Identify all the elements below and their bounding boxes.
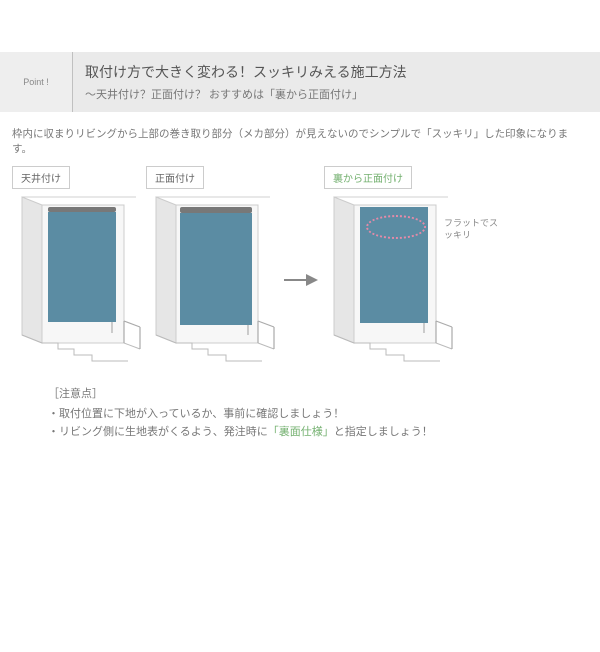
panel-behind-front-mount: 裏から正面付け — [324, 166, 484, 363]
notes-line-2-suffix: と指定しましょう！ — [334, 426, 433, 438]
panels-row: 天井付け — [0, 166, 600, 363]
notes-line-2: ・リビング側に生地表がくるよう、発注時に「裏面仕様」と指定しましょう！ — [48, 423, 584, 439]
panel-label: 正面付け — [146, 166, 204, 189]
panel-label: 天井付け — [12, 166, 70, 189]
title-sub: 〜天井付け？正面付け？ おすすめは「裏から正面付け」 — [85, 86, 588, 102]
panel-front-mount: 正面付け — [146, 166, 276, 363]
header: Point ! 取付け方で大きく変わる！スッキリみえる施工方法 〜天井付け？正面… — [0, 52, 600, 112]
notes-heading: ［注意点］ — [48, 385, 584, 401]
title-main: 取付け方で大きく変わる！スッキリみえる施工方法 — [85, 62, 588, 82]
callout-text: フラットでスッキリ — [444, 218, 504, 241]
description-text: 枠内に収まりリビングから上部の巻き取り部分（メカ部分）が見えないのでシンプルで「… — [0, 112, 600, 166]
callout-circle — [366, 215, 426, 239]
diagram-front — [146, 193, 276, 363]
notes-line-1: ・取付位置に下地が入っているか、事前に確認しましょう！ — [48, 405, 584, 421]
notes-line-2-prefix: ・リビング側に生地表がくるよう、発注時に — [48, 426, 268, 438]
panel-label: 裏から正面付け — [324, 166, 412, 189]
header-right: 取付け方で大きく変わる！スッキリみえる施工方法 〜天井付け？正面付け？ おすすめ… — [72, 52, 600, 112]
notes-line-2-green: 「裏面仕様」 — [268, 426, 334, 438]
point-label: Point ! — [0, 52, 72, 112]
notes-block: ［注意点］ ・取付位置に下地が入っているか、事前に確認しましょう！ ・リビング側… — [0, 363, 600, 439]
arrow-icon — [282, 270, 318, 290]
arrow — [280, 270, 320, 290]
diagram-ceiling — [12, 193, 142, 363]
diagram-behind — [324, 193, 454, 363]
panel-ceiling-mount: 天井付け — [12, 166, 142, 363]
